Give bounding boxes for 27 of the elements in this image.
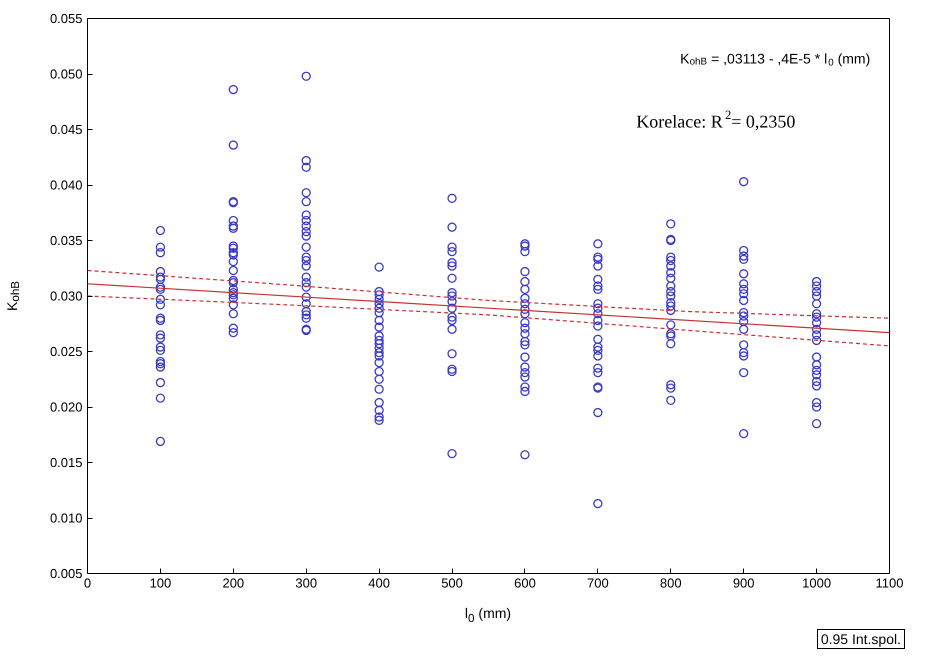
x-tick-label: 100 xyxy=(150,576,172,590)
y-tick-label: 0.040 xyxy=(50,178,83,192)
y-tick-label: 0.045 xyxy=(50,122,83,137)
x-tick-label: 400 xyxy=(368,576,390,590)
x-tick-label: 1000 xyxy=(802,576,832,590)
y-tick-label: 0.010 xyxy=(50,510,83,526)
y-tick-label: 0.020 xyxy=(50,400,83,414)
line-series xyxy=(88,270,890,319)
x-tick-label: 800 xyxy=(660,576,682,590)
y-tick-label: 0.055 xyxy=(50,11,83,26)
y-tick-label: 0.025 xyxy=(50,344,83,359)
x-tick-label: 700 xyxy=(587,576,609,590)
y-tick-label: 0.015 xyxy=(50,455,83,470)
y-tick-label: 0.005 xyxy=(50,566,83,581)
x-tick-label: 300 xyxy=(295,576,318,590)
x-tick-label: 900 xyxy=(732,576,755,590)
x-axis-title: l$_{0}$ (mm) xyxy=(464,605,512,625)
text: 0.95 Int.spol. xyxy=(816,629,905,649)
x-tick-label: 600 xyxy=(514,576,536,590)
y-tick-label: 0.050 xyxy=(50,66,83,82)
x-tick-label: 500 xyxy=(441,576,463,590)
x-tick-label: 200 xyxy=(222,576,244,590)
x-tick-label: 0 xyxy=(84,576,92,590)
line-series xyxy=(88,295,890,347)
x-tick-label: 1100 xyxy=(876,576,904,590)
y-tick-label: 0.035 xyxy=(50,233,83,248)
y-tick-label: 0.030 xyxy=(50,288,83,304)
